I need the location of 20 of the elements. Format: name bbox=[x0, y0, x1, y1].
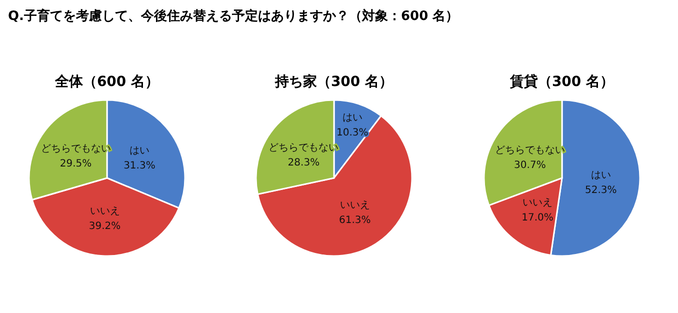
data-label: 29.5% bbox=[60, 158, 92, 170]
data-label: 61.3% bbox=[339, 214, 371, 226]
data-label: 39.2% bbox=[88, 220, 121, 232]
data-label: 52.3% bbox=[585, 184, 617, 196]
slice-label: いいえ bbox=[522, 197, 553, 208]
slice-label: はい bbox=[129, 145, 150, 156]
slice-label: はい bbox=[590, 170, 611, 181]
chart-title: 全体（600 名） bbox=[54, 74, 160, 90]
slice-label: はい bbox=[342, 112, 362, 124]
data-label: 10.3% bbox=[336, 127, 368, 138]
chart-title: 持ち家（300 名） bbox=[274, 73, 394, 90]
data-label: 28.3% bbox=[288, 157, 320, 168]
text: Q.子育てを考慮して、今後住み替える予定はありますか？（対象：600 名） bbox=[8, 8, 459, 24]
chart-title: 賃貸（300 名） bbox=[508, 73, 614, 90]
slice-label: どちらでもない bbox=[268, 142, 339, 154]
data-label: 17.0% bbox=[522, 212, 554, 224]
data-label: 30.7% bbox=[514, 160, 546, 171]
slice-label: いいえ bbox=[340, 200, 370, 211]
data-label: 31.3% bbox=[124, 160, 156, 172]
slice-label: いいえ bbox=[90, 206, 120, 217]
